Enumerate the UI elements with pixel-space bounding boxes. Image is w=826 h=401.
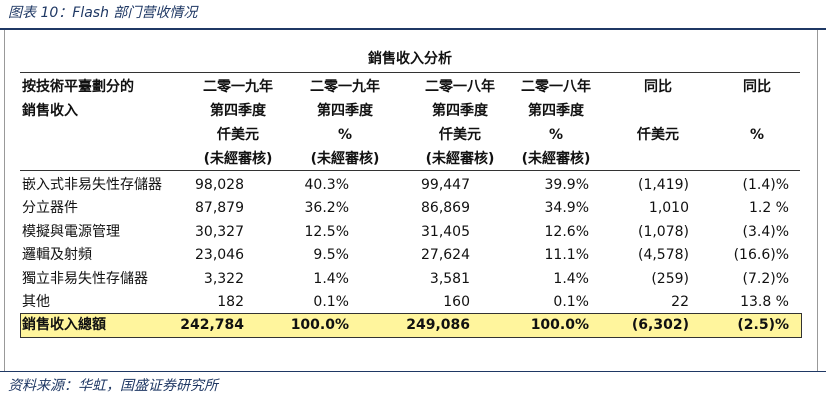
column-header: 仟美元 bbox=[439, 127, 481, 143]
cell: (1,419) bbox=[637, 177, 689, 193]
cell: (1.4)% bbox=[742, 177, 790, 193]
cell: (7.2)% bbox=[742, 270, 790, 287]
total-label: 銷售收入總額 bbox=[22, 317, 106, 333]
column-header: 二零一九年 bbox=[310, 79, 380, 95]
cell: 12.5% bbox=[304, 223, 349, 240]
column-header: % bbox=[337, 127, 353, 143]
cell: 182 bbox=[217, 294, 244, 310]
total-cell: (6,302) bbox=[631, 317, 689, 333]
cell: (16.6)% bbox=[733, 247, 789, 264]
cell: 99,447 bbox=[421, 177, 470, 193]
column-header: 第四季度 bbox=[210, 103, 266, 119]
cell: 40.3% bbox=[304, 177, 349, 193]
cell: 86,869 bbox=[421, 200, 470, 217]
figure-title: 图表 10：Flash 部门营收情况 bbox=[8, 5, 198, 21]
total-cell: 249,086 bbox=[406, 317, 470, 333]
cell: 0.1% bbox=[553, 294, 589, 310]
cell: 12.6% bbox=[544, 223, 589, 240]
cell: 34.9% bbox=[544, 200, 589, 217]
column-header: 二零一九年 bbox=[203, 79, 273, 95]
cell: 36.2% bbox=[304, 200, 349, 217]
row-label: 其他 bbox=[22, 294, 50, 310]
top-rule bbox=[0, 28, 826, 30]
column-header: % bbox=[749, 127, 765, 143]
total-cell: 242,784 bbox=[180, 317, 244, 333]
cell: 3,322 bbox=[203, 270, 244, 287]
cell: 160 bbox=[443, 294, 470, 310]
column-header: 同比 bbox=[644, 79, 672, 95]
column-header: 按技術平臺劃分的 bbox=[22, 79, 134, 95]
cell: (3.4)% bbox=[742, 223, 790, 240]
bottom-rule bbox=[0, 371, 826, 372]
cell: 0.1% bbox=[313, 294, 349, 310]
cell: 30,327 bbox=[195, 223, 244, 240]
cell: 22 bbox=[671, 294, 689, 310]
total-highlight bbox=[20, 313, 802, 338]
column-header: 銷售收入 bbox=[22, 103, 78, 119]
cell: 23,046 bbox=[195, 247, 244, 264]
source-note: 资料来源：华虹，国盛证券研究所 bbox=[8, 378, 218, 394]
column-header: 第四季度 bbox=[528, 103, 584, 119]
row-label: 邏輯及射頻 bbox=[22, 247, 92, 264]
cell: 27,624 bbox=[421, 247, 470, 264]
row-label: 模擬與電源管理 bbox=[22, 223, 120, 240]
column-header: % bbox=[548, 127, 564, 143]
cell: (4,578) bbox=[637, 247, 689, 264]
caption-rule bbox=[20, 72, 800, 73]
total-cell: (2.5)% bbox=[737, 317, 789, 333]
column-header: 第四季度 bbox=[317, 103, 373, 119]
header-rule bbox=[20, 170, 800, 171]
column-header: 二零一八年 bbox=[425, 79, 495, 95]
cell: (1,078) bbox=[637, 223, 689, 240]
row-label: 分立器件 bbox=[22, 200, 78, 217]
column-header: (未經審核) bbox=[521, 151, 591, 167]
cell: 1,010 bbox=[648, 200, 689, 217]
column-header: 二零一八年 bbox=[521, 79, 591, 95]
column-header: 仟美元 bbox=[637, 127, 679, 143]
cell: (259) bbox=[651, 270, 689, 287]
column-header: (未經審核) bbox=[310, 151, 380, 167]
row-label: 獨立非易失性存儲器 bbox=[22, 270, 148, 287]
cell: 31,405 bbox=[421, 223, 470, 240]
column-header: (未經審核) bbox=[203, 151, 273, 167]
column-header: 第四季度 bbox=[432, 103, 488, 119]
cell: 11.1% bbox=[544, 247, 589, 264]
cell: 3,581 bbox=[429, 270, 470, 287]
cell: 98,028 bbox=[195, 177, 244, 193]
left-border bbox=[4, 30, 5, 372]
cell: 1.4% bbox=[553, 270, 589, 287]
row-label: 嵌入式非易失性存儲器 bbox=[22, 177, 162, 193]
column-header: 同比 bbox=[743, 79, 771, 95]
column-header: 仟美元 bbox=[217, 127, 259, 143]
column-header: (未經審核) bbox=[425, 151, 495, 167]
cell: 1.4% bbox=[313, 270, 349, 287]
cell: 87,879 bbox=[195, 200, 244, 217]
total-cell: 100.0% bbox=[530, 317, 589, 333]
cell: 39.9% bbox=[544, 177, 589, 193]
cell: 1.2 % bbox=[748, 200, 789, 217]
cell: 9.5% bbox=[313, 247, 349, 264]
cell: 13.8 % bbox=[740, 294, 789, 310]
total-cell: 100.0% bbox=[290, 317, 349, 333]
table-caption: 銷售收入分析 bbox=[368, 51, 452, 67]
right-border bbox=[817, 30, 818, 372]
